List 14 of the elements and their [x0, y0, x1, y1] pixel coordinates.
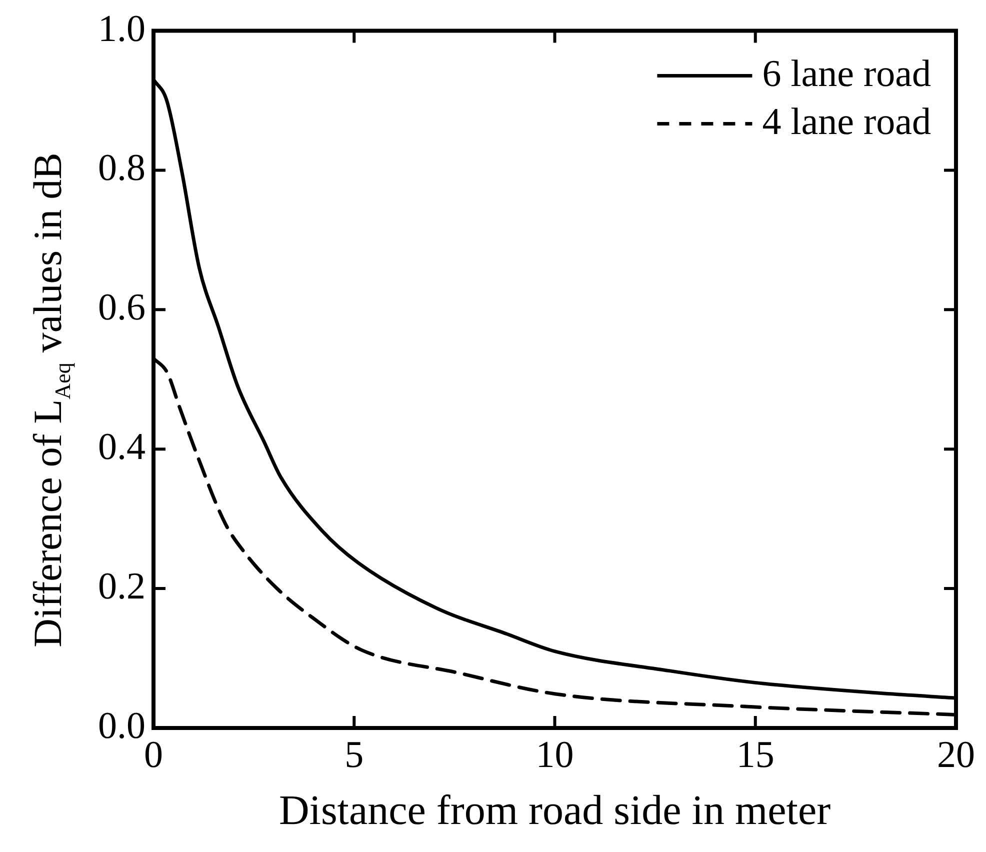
x-tick-label: 10	[536, 734, 574, 776]
y-tick-label: 0.0	[98, 704, 146, 747]
x-tick-label: 5	[344, 734, 364, 776]
y-tick-label: 0.2	[98, 566, 146, 608]
y-tick-label: 0.8	[98, 147, 146, 190]
y-tick-label: 0.4	[98, 426, 146, 468]
x-tick-label: 0	[144, 734, 163, 776]
x-axis-title: Distance from road side in meter	[278, 788, 831, 834]
legend-label: 4 lane road	[762, 100, 931, 143]
y-tick-label: 1.0	[98, 8, 146, 50]
y-tick-label: 0.6	[98, 286, 146, 329]
legend-label: 6 lane road	[762, 52, 931, 95]
x-tick-label: 15	[736, 734, 774, 776]
x-tick-label: 20	[937, 734, 975, 776]
